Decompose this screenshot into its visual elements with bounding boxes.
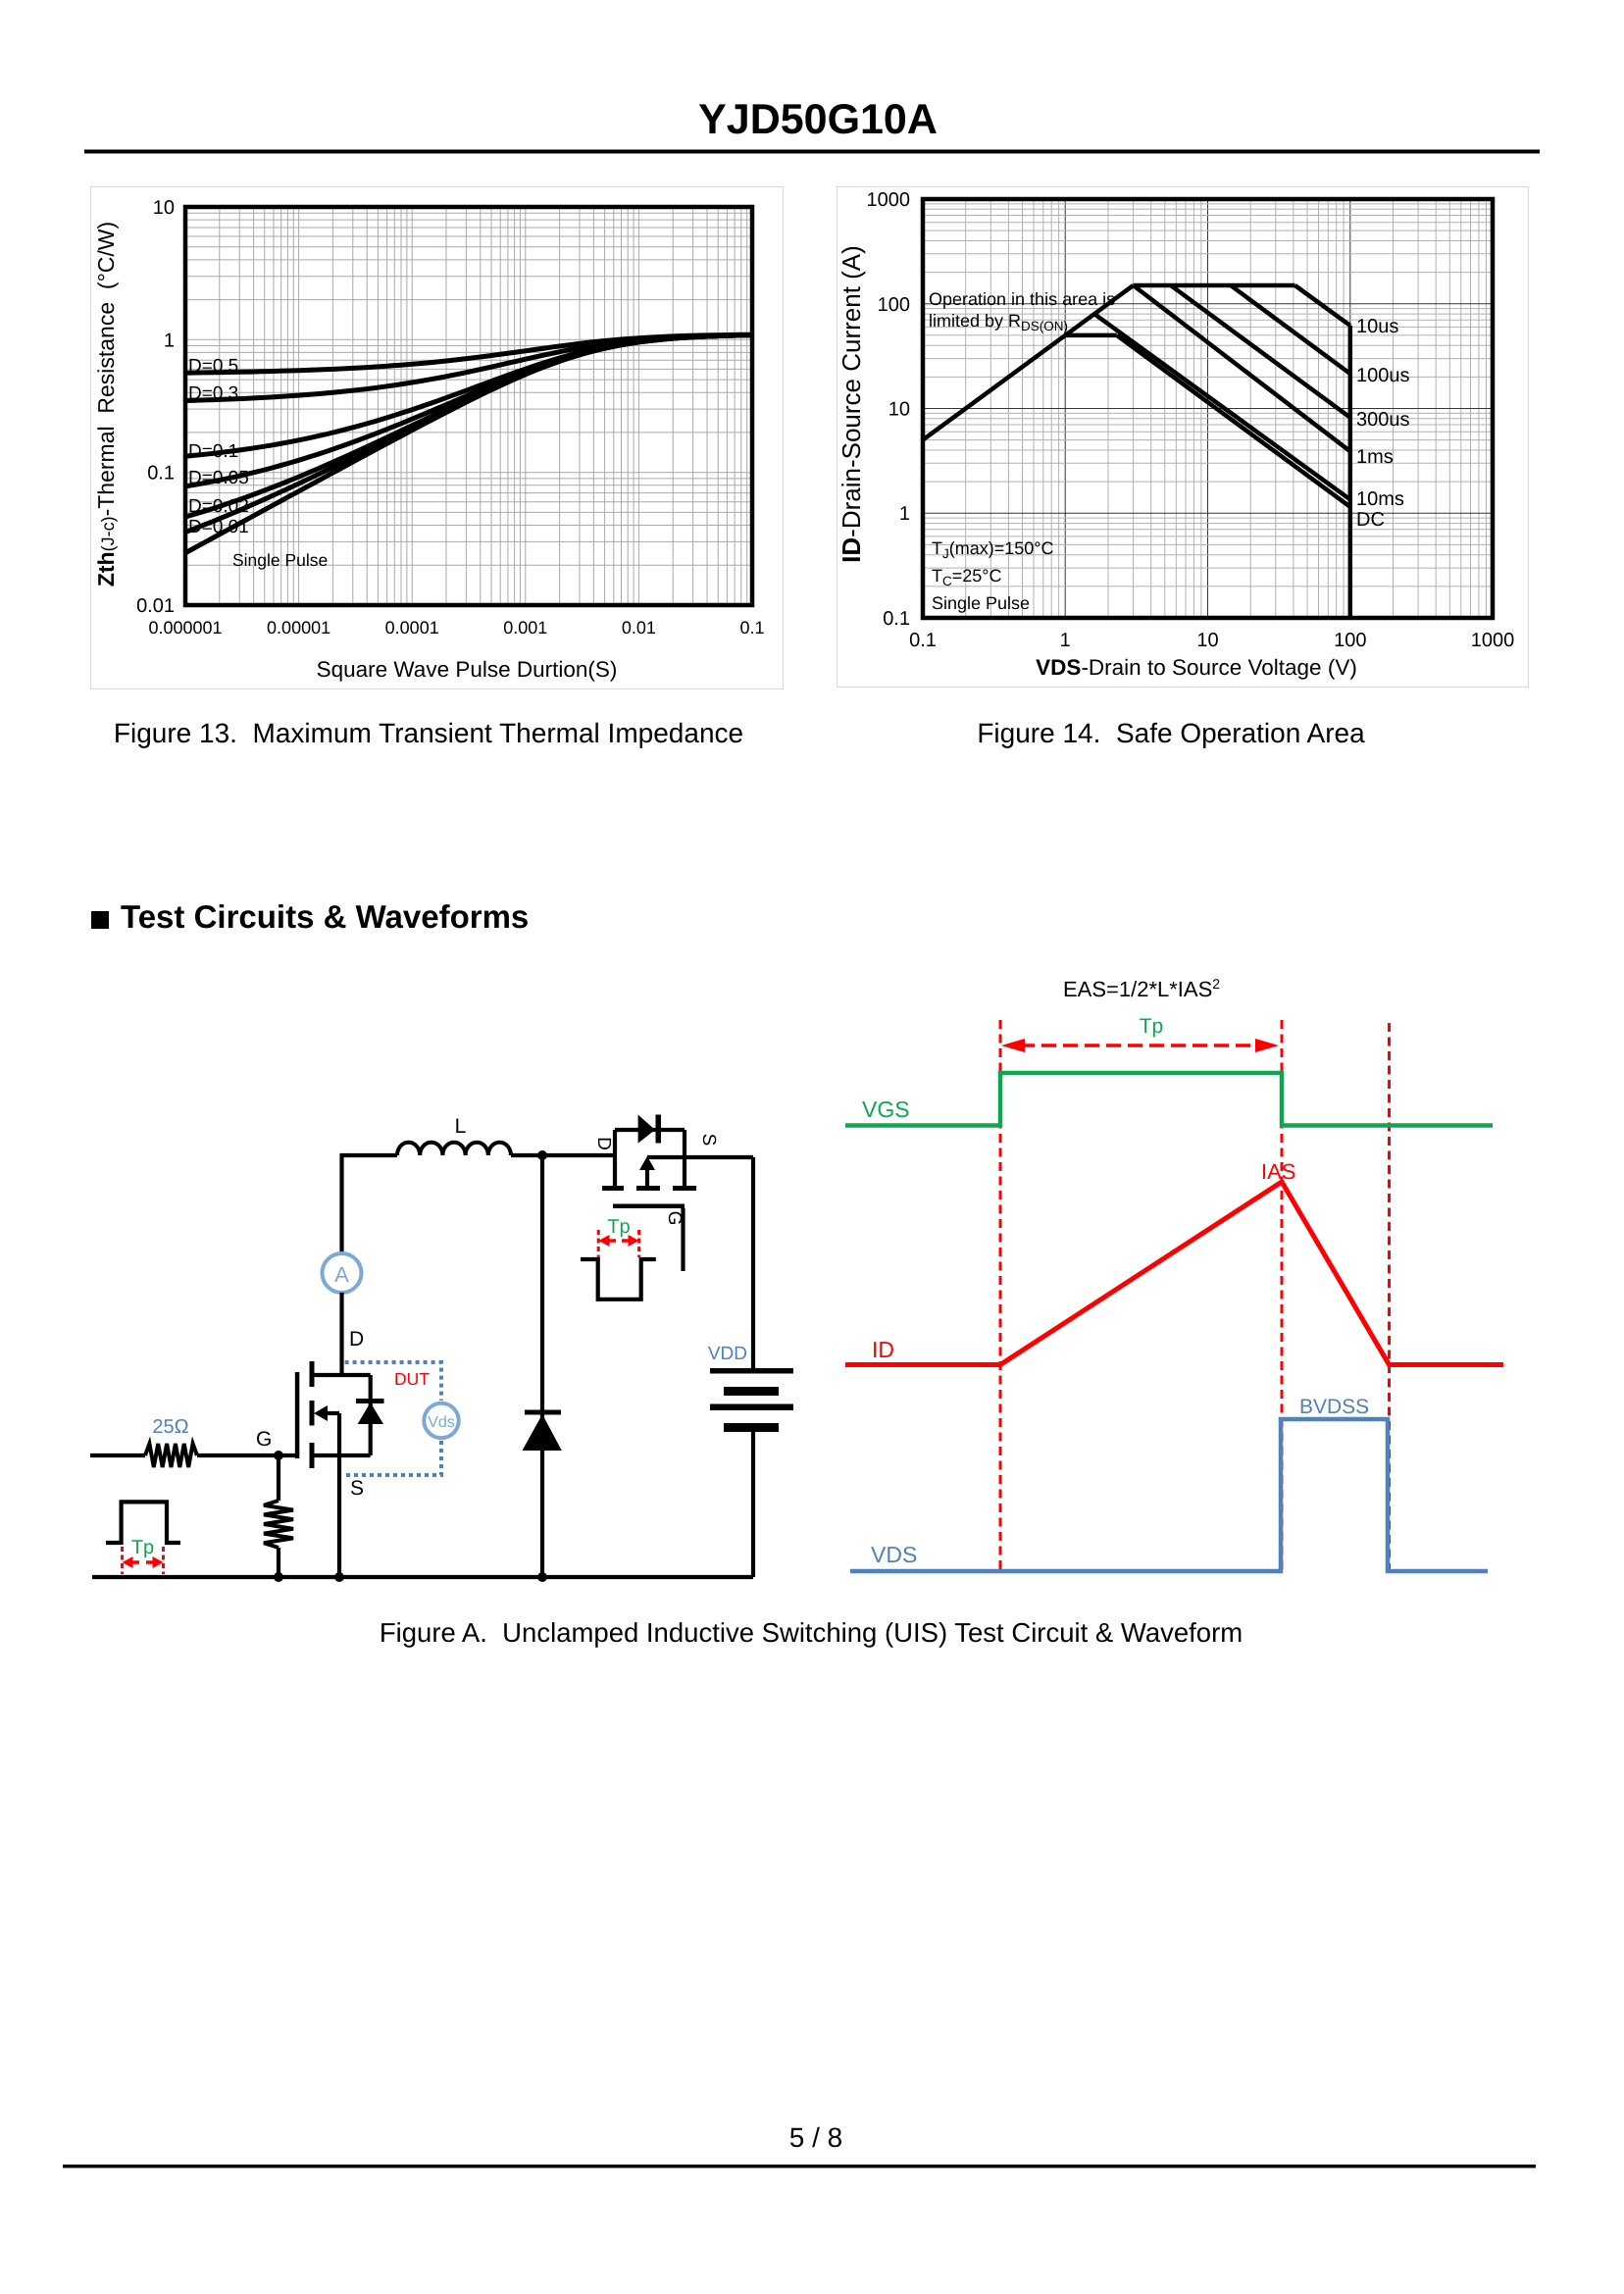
svg-text:D: D <box>349 1328 364 1351</box>
svg-text:10: 10 <box>888 399 910 421</box>
svg-text:100: 100 <box>878 294 910 316</box>
svg-text:25Ω: 25Ω <box>152 1416 188 1438</box>
svg-text:YJD50G10A: YJD50G10A <box>698 96 938 143</box>
svg-text:D=0.1: D=0.1 <box>188 441 238 462</box>
svg-text:Vds: Vds <box>428 1414 455 1431</box>
svg-text:Operation in this area is: Operation in this area is <box>929 289 1115 309</box>
svg-text:0.001: 0.001 <box>503 618 547 637</box>
svg-text:1: 1 <box>899 503 910 525</box>
svg-text:A: A <box>334 1262 349 1287</box>
svg-text:Test Circuits & Waveforms: Test Circuits & Waveforms <box>121 898 529 935</box>
svg-text:G: G <box>664 1211 685 1226</box>
svg-text:0.1: 0.1 <box>909 630 937 651</box>
svg-text:Figure 13. Maximum Transient: Figure 13. Maximum Transient Thermal Imp… <box>114 718 743 748</box>
svg-text:Figure 14. Safe Operation Are: Figure 14. Safe Operation Area <box>977 718 1365 748</box>
svg-text:VDS: VDS <box>871 1542 917 1567</box>
svg-text:VGS: VGS <box>862 1096 910 1122</box>
svg-text:Zth(J-c)-Thermal Resistance: Zth(J-c)-Thermal Resistance (°C/W) <box>93 222 119 586</box>
svg-text:D=0.02: D=0.02 <box>188 496 249 517</box>
svg-text:100us: 100us <box>1356 365 1410 386</box>
svg-text:BVDSS: BVDSS <box>1299 1396 1369 1418</box>
svg-text:ID: ID <box>872 1337 894 1362</box>
svg-text:300us: 300us <box>1356 409 1410 431</box>
svg-text:Tp: Tp <box>607 1216 630 1238</box>
svg-text:S: S <box>698 1134 719 1147</box>
svg-text:0.1: 0.1 <box>883 608 910 630</box>
svg-text:D: D <box>593 1137 614 1150</box>
svg-text:1000: 1000 <box>1471 630 1515 651</box>
svg-text:L: L <box>455 1115 467 1138</box>
svg-text:TC=25°C: TC=25°C <box>932 566 1001 588</box>
svg-text:Tp: Tp <box>1140 1015 1164 1038</box>
svg-text:G: G <box>256 1428 272 1451</box>
svg-text:Square Wave Pulse Durtion(S): Square Wave Pulse Durtion(S) <box>317 657 618 682</box>
svg-text:1ms: 1ms <box>1356 446 1394 468</box>
svg-text:1000: 1000 <box>867 189 911 211</box>
svg-text:EAS=1/2*L*IAS2: EAS=1/2*L*IAS2 <box>1063 976 1220 1001</box>
svg-text:VDS-Drain to Source Voltage (V: VDS-Drain to Source Voltage (V) <box>1036 655 1357 680</box>
svg-text:VDD: VDD <box>708 1344 747 1364</box>
svg-text:D=0.5: D=0.5 <box>188 356 238 377</box>
svg-text:D=0.3: D=0.3 <box>188 383 238 404</box>
svg-text:100: 100 <box>1334 630 1366 651</box>
svg-text:DUT: DUT <box>394 1369 430 1389</box>
svg-text:0.01: 0.01 <box>622 618 656 637</box>
svg-text:Tp: Tp <box>131 1537 154 1558</box>
svg-text:D=0.01: D=0.01 <box>188 517 249 537</box>
svg-text:0.00001: 0.00001 <box>267 618 330 637</box>
svg-text:0.0001: 0.0001 <box>385 618 439 637</box>
svg-text:IAS: IAS <box>1261 1159 1295 1184</box>
svg-text:10: 10 <box>1196 630 1218 651</box>
svg-text:10ms: 10ms <box>1356 488 1404 510</box>
svg-text:10us: 10us <box>1356 316 1398 337</box>
svg-text:S: S <box>350 1477 364 1500</box>
svg-text:0.1: 0.1 <box>739 618 764 637</box>
svg-text:0.1: 0.1 <box>147 463 175 484</box>
svg-text:Figure A. Unclamped Inductive: Figure A. Unclamped Inductive Switching … <box>380 1617 1243 1648</box>
svg-text:Single Pulse: Single Pulse <box>932 593 1030 613</box>
svg-text:TJ(max)=150°C: TJ(max)=150°C <box>932 538 1053 561</box>
svg-text:1: 1 <box>1060 630 1071 651</box>
svg-text:5 / 8: 5 / 8 <box>789 2122 842 2153</box>
svg-text:0.01: 0.01 <box>136 595 175 617</box>
svg-text:DC: DC <box>1356 509 1385 531</box>
svg-text:0.000001: 0.000001 <box>148 618 222 637</box>
svg-text:10: 10 <box>153 197 175 219</box>
svg-text:ID-Drain-Source Current (A): ID-Drain-Source Current (A) <box>837 245 866 563</box>
svg-text:1: 1 <box>164 330 175 351</box>
svg-text:Single Pulse: Single Pulse <box>232 550 328 570</box>
svg-text:D=0.05: D=0.05 <box>188 468 249 488</box>
